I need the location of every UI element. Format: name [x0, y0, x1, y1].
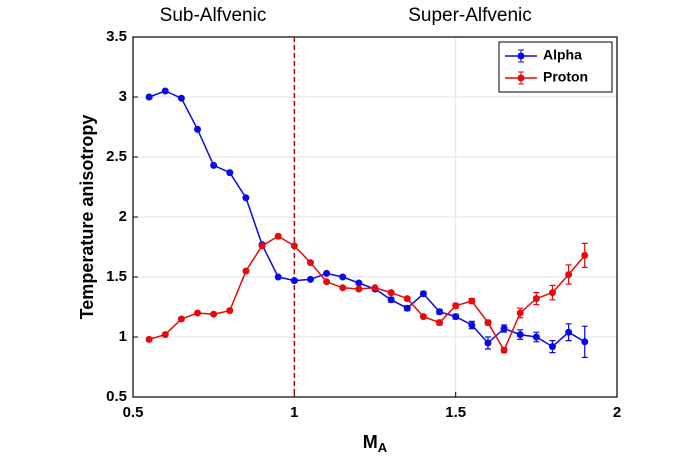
data-point: [177, 94, 185, 102]
data-point: [516, 309, 524, 317]
data-point: [226, 307, 234, 315]
data-point: [484, 339, 492, 347]
data-point: [177, 315, 185, 323]
legend-label: Alpha: [543, 47, 582, 63]
legend-marker: [517, 74, 525, 82]
data-point: [226, 169, 234, 177]
y-tick-label: 2.5: [106, 148, 127, 165]
data-point: [532, 295, 540, 303]
data-point: [290, 277, 298, 285]
legend-box: [498, 41, 613, 93]
data-point: [403, 304, 411, 312]
data-point: [258, 242, 266, 250]
data-point: [210, 161, 218, 169]
y-tick-label: 2: [119, 208, 127, 225]
data-point: [242, 267, 250, 275]
y-tick-label: 3: [119, 88, 127, 105]
data-point: [500, 325, 508, 333]
annotation: Super-Alfvenic: [408, 5, 532, 26]
x-label-sub: A: [378, 440, 388, 455]
x-axis-label: MA: [363, 432, 388, 456]
legend-label: Proton: [543, 69, 588, 85]
y-tick-label: 1: [119, 328, 127, 345]
data-point: [548, 343, 556, 351]
legend-marker: [517, 52, 525, 60]
annotation: Sub-Alfvenic: [160, 5, 267, 26]
data-point: [452, 302, 460, 310]
data-point: [436, 319, 444, 327]
data-point: [242, 194, 250, 202]
data-point: [581, 338, 589, 346]
data-point: [194, 125, 202, 133]
data-point: [145, 335, 153, 343]
data-point: [468, 297, 476, 305]
data-point: [274, 232, 282, 240]
data-point: [419, 290, 427, 298]
x-tick-label: 0.5: [123, 404, 144, 421]
data-point: [290, 242, 298, 250]
x-label-main: M: [363, 432, 378, 452]
data-point: [500, 346, 508, 354]
data-point: [339, 284, 347, 292]
data-point: [484, 319, 492, 327]
data-point: [323, 278, 331, 286]
data-point: [355, 279, 363, 287]
data-point: [387, 289, 395, 297]
data-point: [306, 275, 314, 283]
data-point: [436, 308, 444, 316]
data-point: [565, 271, 573, 279]
data-point: [145, 93, 153, 101]
data-point: [403, 295, 411, 303]
data-point: [339, 273, 347, 281]
data-point: [468, 321, 476, 329]
data-point: [548, 289, 556, 297]
y-tick-label: 0.5: [106, 388, 127, 405]
data-point: [274, 273, 282, 281]
x-tick-label: 2: [613, 404, 621, 421]
data-point: [306, 259, 314, 267]
data-point: [323, 269, 331, 277]
data-point: [371, 284, 379, 292]
data-point: [161, 87, 169, 95]
data-point: [210, 310, 218, 318]
y-tick-label: 1.5: [106, 268, 127, 285]
x-tick-label: 1.5: [445, 404, 466, 421]
x-tick-label: 1: [290, 404, 298, 421]
data-point: [355, 285, 363, 293]
data-point: [565, 328, 573, 336]
data-point: [532, 333, 540, 341]
data-point: [194, 309, 202, 317]
data-point: [387, 296, 395, 304]
series-line: [148, 235, 586, 352]
y-axis-label: Temperature anisotropy: [77, 115, 97, 320]
y-tick-label: 3.5: [106, 28, 127, 45]
data-point: [419, 313, 427, 321]
data-point: [161, 331, 169, 339]
data-point: [516, 331, 524, 339]
data-point: [452, 313, 460, 321]
data-point: [581, 251, 589, 259]
plot-frame: [132, 36, 618, 398]
